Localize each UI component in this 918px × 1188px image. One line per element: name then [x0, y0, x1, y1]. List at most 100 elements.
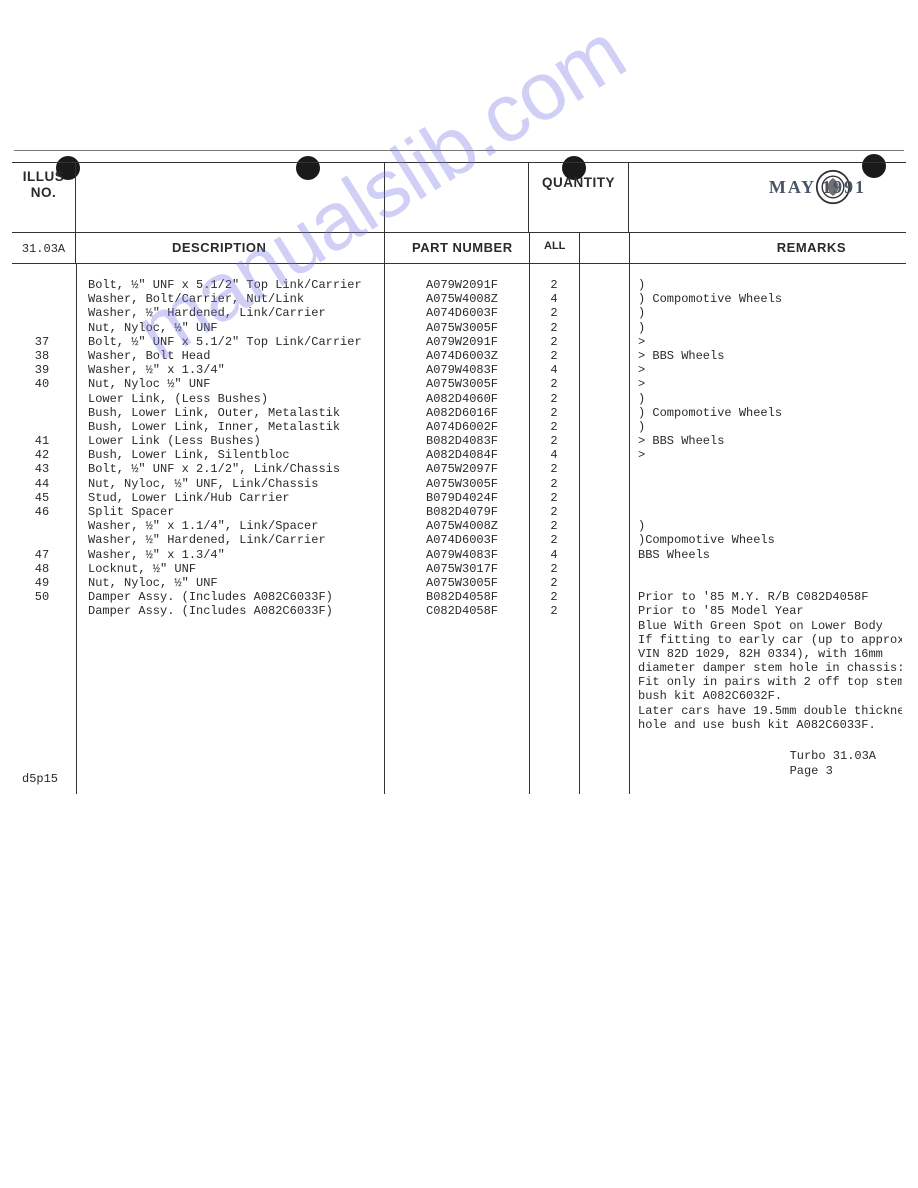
- cell-description: Washer, ½" x 1.3/4": [88, 363, 384, 377]
- cell-remarks: ): [638, 278, 902, 292]
- cell-quantity: 2: [529, 604, 579, 618]
- table-row: Bush, Lower Link, Outer, MetalastikA082D…: [12, 406, 906, 420]
- cell-remarks: ) Compomotive Wheels: [638, 406, 902, 420]
- table-header-row-1: ILLUS NO. QUANTITY MAY 1991: [12, 162, 906, 232]
- cell-remarks: ): [638, 392, 902, 406]
- table-row: Bush, Lower Link, Inner, MetalastikA074D…: [12, 420, 906, 434]
- cell-partnumber: B079D4024F: [426, 491, 526, 505]
- cell-quantity: 2: [529, 562, 579, 576]
- cell-partnumber: A074D6003F: [426, 306, 526, 320]
- table-row: 41Lower Link (Less Bushes)B082D4083F2> B…: [12, 434, 906, 448]
- cell-description: Damper Assy. (Includes A082C6033F): [88, 604, 384, 618]
- col-part-header: [384, 163, 529, 232]
- cell-quantity: 4: [529, 448, 579, 462]
- table-row: 49Nut, Nyloc, ½" UNFA075W3005F2: [12, 576, 906, 590]
- cell-quantity: 2: [529, 533, 579, 547]
- scan-top-edge: [14, 150, 904, 152]
- date-stamp: MAY 1991: [769, 177, 866, 198]
- table-row: 40Nut, Nyloc ½" UNFA075W3005F2>: [12, 377, 906, 391]
- cell-illus: 44: [12, 477, 72, 491]
- cell-remarks: )Compomotive Wheels: [638, 533, 902, 547]
- table-row: 48Locknut, ½" UNFA075W3017F2: [12, 562, 906, 576]
- cell-quantity: 2: [529, 321, 579, 335]
- vertical-rule: [529, 233, 530, 263]
- cell-description: Bolt, ½" UNF x 5.1/2" Top Link/Carrier: [88, 278, 384, 292]
- cell-quantity: 2: [529, 377, 579, 391]
- cell-remarks: diameter damper stem hole in chassis:: [638, 661, 902, 675]
- table-row: Nut, Nyloc, ½" UNFA075W3005F2): [12, 321, 906, 335]
- cell-quantity: 2: [529, 519, 579, 533]
- cell-illus: 45: [12, 491, 72, 505]
- cell-remarks: Prior to '85 Model Year: [638, 604, 902, 618]
- cell-remarks: Blue With Green Spot on Lower Body: [638, 619, 902, 633]
- table-row: Fit only in pairs with 2 off top stem: [12, 675, 906, 689]
- cell-quantity: 2: [529, 306, 579, 320]
- cell-partnumber: A075W3005F: [426, 477, 526, 491]
- cell-illus: 37: [12, 335, 72, 349]
- table-row: bush kit A082C6032F.: [12, 689, 906, 703]
- cell-quantity: 2: [529, 349, 579, 363]
- cell-illus: 49: [12, 576, 72, 590]
- cell-description: Bolt, ½" UNF x 5.1/2" Top Link/Carrier: [88, 335, 384, 349]
- cell-illus: 38: [12, 349, 72, 363]
- cell-quantity: 2: [529, 491, 579, 505]
- cell-description: Locknut, ½" UNF: [88, 562, 384, 576]
- cell-remarks: ): [638, 321, 902, 335]
- table-row: Later cars have 19.5mm double thickness: [12, 704, 906, 718]
- section-code: 31.03A: [12, 233, 76, 263]
- table-row: diameter damper stem hole in chassis:: [12, 661, 906, 675]
- table-row: Washer, ½" Hardened, Link/Carrier A074D60…: [12, 306, 906, 320]
- cell-partnumber: B082D4083F: [426, 434, 526, 448]
- quantity-label: QUANTITY: [529, 175, 628, 190]
- cell-description: Stud, Lower Link/Hub Carrier: [88, 491, 384, 505]
- cell-remarks: If fitting to early car (up to approx.: [638, 633, 902, 647]
- table-row: 46Split SpacerB082D4079F2: [12, 505, 906, 519]
- cell-description: Washer, ½" x 1.3/4": [88, 548, 384, 562]
- footer-page-ref: Turbo 31.03A Page 3: [790, 749, 876, 780]
- cell-partnumber: A075W4008Z: [426, 292, 526, 306]
- cell-remarks: BBS Wheels: [638, 548, 902, 562]
- footer-right-line1: Turbo 31.03A: [790, 749, 876, 763]
- cell-remarks: Prior to '85 M.Y. R/B C082D4058F: [638, 590, 902, 604]
- table-row: Blue With Green Spot on Lower Body: [12, 619, 906, 633]
- remarks-label: REMARKS: [777, 240, 846, 255]
- cell-quantity: 2: [529, 420, 579, 434]
- cell-description: Lower Link, (Less Bushes): [88, 392, 384, 406]
- cell-description: Bush, Lower Link, Silentbloc: [88, 448, 384, 462]
- col-qty-header: QUANTITY: [529, 163, 629, 232]
- table-row: 44Nut, Nyloc, ½" UNF, Link/ChassisA075W3…: [12, 477, 906, 491]
- cell-illus: 47: [12, 548, 72, 562]
- cell-partnumber: C082D4058F: [426, 604, 526, 618]
- cell-illus: 43: [12, 462, 72, 476]
- cell-partnumber: A079W2091F: [426, 335, 526, 349]
- table-row: 43 Bolt, ½" UNF x 2.1/2", Link/Chassis A07…: [12, 462, 906, 476]
- cell-quantity: 2: [529, 278, 579, 292]
- table-row: hole and use bush kit A082C6033F.: [12, 718, 906, 732]
- table-row: 42Bush, Lower Link, SilentblocA082D4084F…: [12, 448, 906, 462]
- table-row: Lower Link, (Less Bushes)A082D4060F2): [12, 392, 906, 406]
- cell-quantity: 2: [529, 590, 579, 604]
- cell-description: Washer, ½" Hardened, Link/Carrier: [88, 306, 384, 320]
- cell-quantity: 2: [529, 434, 579, 448]
- table-row: 37 Bolt, ½" UNF x 5.1/2" Top Link/Carrier…: [12, 335, 906, 349]
- cell-description: Washer, ½" Hardened, Link/Carrier: [88, 533, 384, 547]
- table-row: Damper Assy. (Includes A082C6033F) C082D4…: [12, 604, 906, 618]
- cell-description: Nut, Nyloc, ½" UNF: [88, 576, 384, 590]
- cell-partnumber: A075W3005F: [426, 576, 526, 590]
- cell-partnumber: A075W3005F: [426, 377, 526, 391]
- cell-quantity: 4: [529, 548, 579, 562]
- cell-description: Bolt, ½" UNF x 2.1/2", Link/Chassis: [88, 462, 384, 476]
- table-row: 38Washer, Bolt HeadA074D6003Z2> BBS Whee…: [12, 349, 906, 363]
- cell-description: Nut, Nyloc, ½" UNF: [88, 321, 384, 335]
- cell-remarks: VIN 82D 1029, 82H 0334), with 16mm: [638, 647, 902, 661]
- description-label: DESCRIPTION: [172, 240, 266, 255]
- cell-remarks: >: [638, 448, 902, 462]
- cell-remarks: ): [638, 420, 902, 434]
- qty-all-label: ALL: [544, 240, 565, 252]
- cell-illus: 50: [12, 590, 72, 604]
- vertical-rule: [579, 233, 580, 263]
- cell-partnumber: A075W2097F: [426, 462, 526, 476]
- col-illus-header: ILLUS NO.: [12, 163, 76, 232]
- cell-partnumber: A079W2091F: [426, 278, 526, 292]
- cell-partnumber: B082D4079F: [426, 505, 526, 519]
